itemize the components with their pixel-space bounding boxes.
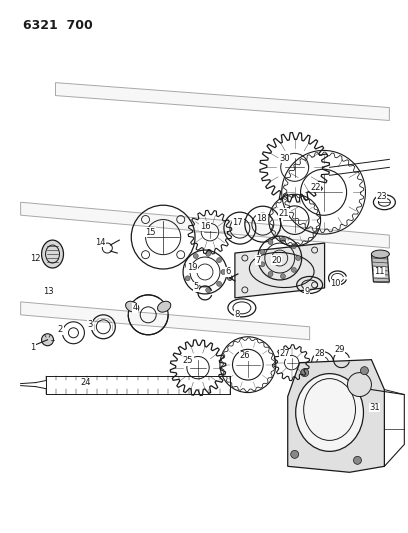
- Text: 30: 30: [279, 154, 290, 163]
- Text: 13: 13: [43, 287, 54, 296]
- Circle shape: [301, 369, 308, 377]
- Circle shape: [348, 373, 371, 397]
- Polygon shape: [371, 254, 389, 282]
- Text: 31: 31: [369, 403, 380, 412]
- Text: 21: 21: [279, 209, 289, 217]
- Circle shape: [193, 254, 198, 259]
- Ellipse shape: [296, 374, 364, 451]
- Circle shape: [280, 273, 286, 279]
- Text: 14: 14: [95, 238, 106, 247]
- Circle shape: [291, 450, 299, 458]
- Polygon shape: [235, 243, 325, 298]
- Circle shape: [193, 286, 198, 290]
- Circle shape: [221, 270, 226, 274]
- Circle shape: [360, 367, 368, 375]
- Text: 17: 17: [233, 217, 243, 227]
- Text: 27: 27: [279, 349, 290, 358]
- Circle shape: [217, 281, 222, 286]
- Circle shape: [42, 334, 53, 346]
- Text: 12: 12: [30, 254, 41, 263]
- Text: 22: 22: [310, 183, 321, 192]
- Text: 11: 11: [374, 268, 385, 277]
- Text: 6321  700: 6321 700: [22, 19, 92, 32]
- Circle shape: [280, 237, 286, 243]
- Text: 24: 24: [80, 378, 91, 387]
- Circle shape: [185, 276, 190, 281]
- Text: 20: 20: [271, 255, 282, 264]
- Circle shape: [260, 262, 265, 267]
- Circle shape: [353, 456, 361, 464]
- Ellipse shape: [371, 250, 389, 258]
- Circle shape: [291, 244, 296, 249]
- Circle shape: [185, 263, 190, 268]
- Ellipse shape: [126, 301, 139, 312]
- Ellipse shape: [157, 301, 171, 312]
- Circle shape: [268, 271, 273, 277]
- Text: 2: 2: [58, 325, 63, 334]
- Circle shape: [217, 257, 222, 263]
- Text: 8: 8: [234, 310, 239, 319]
- Text: 4: 4: [133, 303, 138, 312]
- Text: 9: 9: [304, 287, 309, 296]
- Text: 5: 5: [193, 282, 199, 292]
- Polygon shape: [21, 302, 310, 340]
- Text: 3: 3: [88, 320, 93, 329]
- Text: 15: 15: [145, 228, 155, 237]
- Circle shape: [296, 255, 301, 261]
- Polygon shape: [55, 83, 389, 120]
- Text: 10: 10: [330, 279, 341, 288]
- Text: 6: 6: [225, 268, 231, 277]
- Text: 7: 7: [255, 255, 260, 264]
- Text: 28: 28: [314, 349, 325, 358]
- Text: 25: 25: [183, 356, 193, 365]
- Text: 23: 23: [376, 192, 387, 201]
- Circle shape: [227, 276, 233, 280]
- Polygon shape: [288, 360, 384, 472]
- Circle shape: [260, 249, 265, 254]
- Text: 19: 19: [187, 263, 197, 272]
- Circle shape: [206, 288, 211, 293]
- Ellipse shape: [42, 240, 64, 268]
- Circle shape: [206, 252, 211, 256]
- Circle shape: [291, 268, 296, 272]
- Circle shape: [268, 239, 273, 245]
- Text: 16: 16: [200, 222, 210, 231]
- Polygon shape: [21, 202, 389, 248]
- Text: 18: 18: [257, 214, 267, 223]
- Text: 29: 29: [334, 345, 345, 354]
- Text: 1: 1: [30, 343, 35, 352]
- Text: 26: 26: [239, 351, 250, 360]
